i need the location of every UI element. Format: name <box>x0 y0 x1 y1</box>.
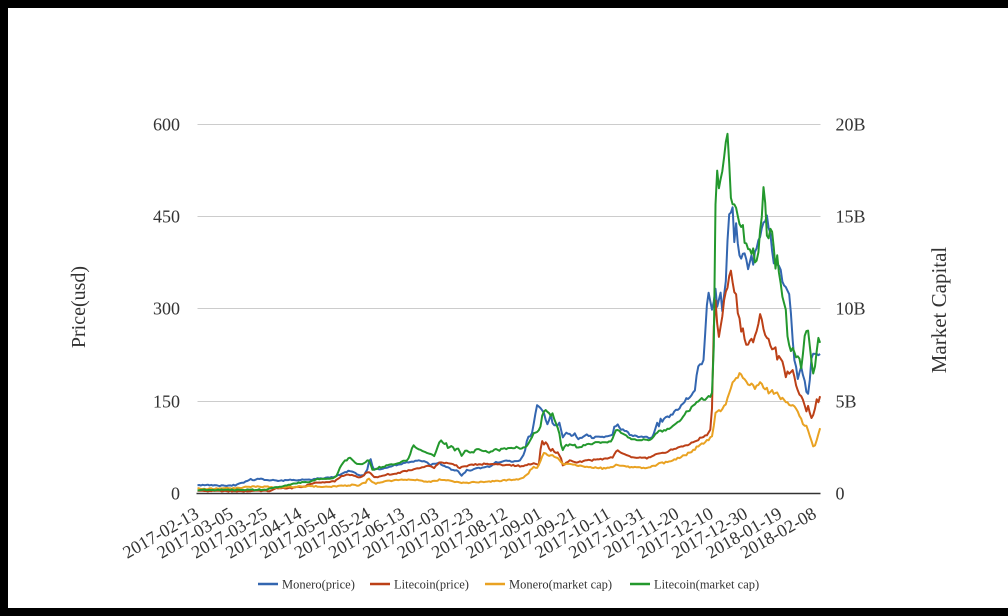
svg-text:Market Capital: Market Capital <box>927 247 951 374</box>
svg-text:300: 300 <box>153 299 180 319</box>
svg-text:15B: 15B <box>836 207 866 227</box>
svg-text:Monero(market cap): Monero(market cap) <box>509 578 612 592</box>
svg-text:Litecoin(price): Litecoin(price) <box>394 578 469 592</box>
svg-text:600: 600 <box>153 115 180 135</box>
svg-text:10B: 10B <box>836 299 866 319</box>
svg-text:20B: 20B <box>836 115 866 135</box>
svg-text:450: 450 <box>153 207 180 227</box>
svg-text:0: 0 <box>171 484 180 504</box>
svg-text:Price(usd): Price(usd) <box>68 266 90 348</box>
svg-text:5B: 5B <box>836 392 857 412</box>
svg-text:Monero(price): Monero(price) <box>282 578 355 592</box>
svg-text:150: 150 <box>153 392 180 412</box>
svg-text:0: 0 <box>836 484 845 504</box>
svg-text:Litecoin(market cap): Litecoin(market cap) <box>654 578 759 592</box>
